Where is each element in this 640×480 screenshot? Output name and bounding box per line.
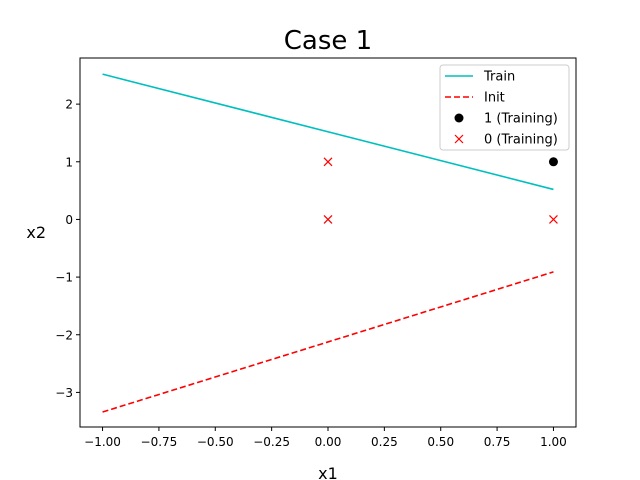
legend: Train Init 1 (Training) 0 (Training) xyxy=(439,64,570,151)
legend-label-0: Train xyxy=(483,70,515,85)
legend-label-1: Init xyxy=(484,91,505,106)
y-tick-label-1: −2 xyxy=(55,328,73,342)
x-axis: −1.00 −0.75 −0.50 −0.25 0.00 0.25 0.50 0.75 1.00 xyxy=(84,427,567,449)
y-axis-label: x2 xyxy=(26,223,46,242)
legend-handle-3 xyxy=(454,134,464,144)
x-tick-label-0: −1.00 xyxy=(84,435,121,449)
y-tick-label-0: −3 xyxy=(55,386,73,400)
series-2-point-0 xyxy=(548,157,558,167)
plot-area xyxy=(102,73,558,413)
series-0-line xyxy=(102,73,554,191)
x-axis-label: x1 xyxy=(318,464,338,480)
y-tick-label-4: 1 xyxy=(65,155,73,169)
series-1-line xyxy=(102,271,554,413)
x-tick-label-6: 0.50 xyxy=(427,435,454,449)
y-tick-label-5: 2 xyxy=(65,98,73,112)
series-3-point-0 xyxy=(323,157,333,167)
y-tick-label-3: 0 xyxy=(65,213,73,227)
legend-label-2: 1 (Training) xyxy=(484,112,558,127)
y-tick-label-2: −1 xyxy=(55,271,73,285)
x-tick-label-7: 0.75 xyxy=(484,435,511,449)
legend-box xyxy=(439,64,570,151)
x-tick-label-5: 0.25 xyxy=(371,435,398,449)
x-tick-label-8: 1.00 xyxy=(540,435,567,449)
legend-handle-2 xyxy=(454,113,464,123)
x-tick-label-1: −0.75 xyxy=(141,435,178,449)
x-tick-label-4: 0.00 xyxy=(315,435,342,449)
legend-label-3: 0 (Training) xyxy=(484,133,558,148)
x-tick-label-3: −0.25 xyxy=(253,435,290,449)
series-3-point-2 xyxy=(549,215,558,224)
x-tick-label-2: −0.50 xyxy=(197,435,234,449)
series-3-point-1 xyxy=(323,215,333,224)
y-axis: −3 −2 −1 0 1 2 xyxy=(55,98,80,400)
chart-title: Case 1 xyxy=(284,26,372,56)
